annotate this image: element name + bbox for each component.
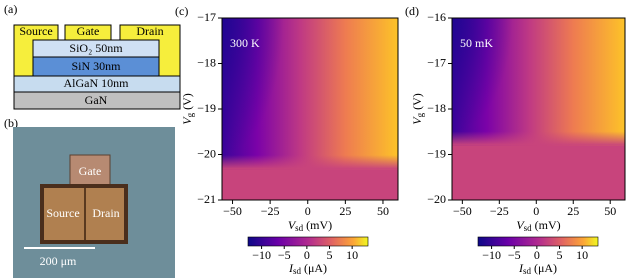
annotation: 50 mK — [460, 36, 493, 50]
axis-label: Isd (μA) — [288, 261, 327, 276]
colorbar-tick-label: 10 — [346, 248, 358, 262]
y-tick-label: −19 — [197, 101, 216, 115]
y-tick-label: −17 — [427, 55, 446, 69]
gate-pad — [69, 154, 111, 189]
gate-label: Gate — [79, 164, 102, 178]
x-tick-label: −25 — [261, 204, 280, 218]
label-var: V — [288, 218, 297, 232]
colorbar — [477, 236, 599, 247]
label-unit: (V) — [180, 93, 194, 113]
colorbar-tick-label: −5 — [508, 248, 521, 262]
gate-label: Gate — [77, 24, 100, 38]
heatmap-corner — [222, 18, 284, 154]
label-var: V — [180, 116, 194, 125]
drain-label: Drain — [92, 206, 119, 220]
y-tick-label: −20 — [427, 192, 446, 206]
source-label: Source — [19, 24, 52, 38]
x-tick-label: 0 — [305, 204, 311, 218]
colorbar-tick-label: 5 — [557, 248, 563, 262]
colorbar-tick-label: −10 — [482, 248, 501, 262]
axis-label: Vg (V) — [410, 93, 425, 125]
source-metal — [13, 24, 59, 77]
sio2-label: SiO₂ 50nm — [69, 41, 123, 55]
colorbar-tick-label: 0 — [304, 248, 310, 262]
y-tick-label: −17 — [197, 10, 216, 24]
panel-label: (d) — [405, 4, 419, 18]
colorbar — [247, 236, 369, 247]
y-tick-label: −18 — [197, 55, 216, 69]
heatmap-band — [452, 145, 625, 200]
x-tick-label: 50 — [604, 204, 616, 218]
y-tick-label: −21 — [197, 192, 216, 206]
heatmap-corner — [452, 18, 513, 133]
x-tick-label: 25 — [339, 204, 351, 218]
colorbar-tick-label: −10 — [252, 248, 271, 262]
label-unit: (mV) — [303, 218, 332, 232]
label-sub: g — [185, 112, 195, 117]
heatmap-band — [222, 169, 398, 200]
panel-label: (c) — [175, 4, 188, 18]
x-tick-label: −25 — [490, 204, 509, 218]
y-tick-label: −16 — [427, 10, 446, 24]
panel-b: (b) Gate Source Drain 200 μm — [4, 116, 175, 278]
x-tick-label: 0 — [533, 204, 539, 218]
drain-metal — [119, 24, 181, 77]
axis-label: Vsd (mV) — [288, 218, 332, 233]
label-sub: g — [415, 112, 425, 117]
heatmap-transition — [222, 155, 398, 170]
label-unit: (μA) — [301, 261, 327, 275]
x-tick-label: −50 — [223, 204, 242, 218]
colorbar-tick-label: 5 — [327, 248, 333, 262]
colorbar-tick-label: 10 — [576, 248, 588, 262]
y-tick-label: −20 — [197, 146, 216, 160]
source-label: Source — [46, 206, 79, 220]
axis-label: Vg (V) — [180, 93, 195, 125]
x-tick-label: −50 — [453, 204, 472, 218]
sin-label: SiN 30nm — [71, 59, 121, 73]
label-unit: (V) — [410, 93, 424, 113]
colorbar-tick-label: −5 — [278, 248, 291, 262]
axis-label: Vsd (mV) — [516, 218, 560, 233]
annotation: 300 K — [230, 36, 260, 50]
x-tick-label: 50 — [377, 204, 389, 218]
label-var: V — [516, 218, 525, 232]
panel-label: (b) — [4, 116, 18, 130]
label-unit: (mV) — [532, 218, 561, 232]
label-sub: sd — [295, 223, 304, 233]
x-tick-label: 25 — [567, 204, 579, 218]
drain-label: Drain — [136, 24, 163, 38]
y-tick-label: −19 — [427, 146, 446, 160]
algan-label: AlGaN 10nm — [64, 76, 130, 90]
label-var: V — [410, 116, 424, 125]
label-sub: sd — [524, 223, 533, 233]
label-sub: sd — [523, 266, 532, 276]
gate-metal — [64, 24, 112, 41]
heatmap-transition — [452, 131, 625, 146]
axis-label: Isd (μA) — [518, 261, 557, 276]
label-var: I — [518, 261, 524, 275]
colorbar-tick-label: 0 — [534, 248, 540, 262]
y-tick-label: −18 — [427, 101, 446, 115]
panel-a: (a) Source Gate Drain SiO₂ 50nm SiN 30nm… — [4, 2, 181, 110]
scale-label: 200 μm — [40, 254, 77, 268]
label-unit: (μA) — [531, 261, 557, 275]
panel-label: (a) — [4, 2, 17, 16]
gan-label: GaN — [85, 93, 108, 107]
label-var: I — [288, 261, 294, 275]
label-sub: sd — [293, 266, 302, 276]
